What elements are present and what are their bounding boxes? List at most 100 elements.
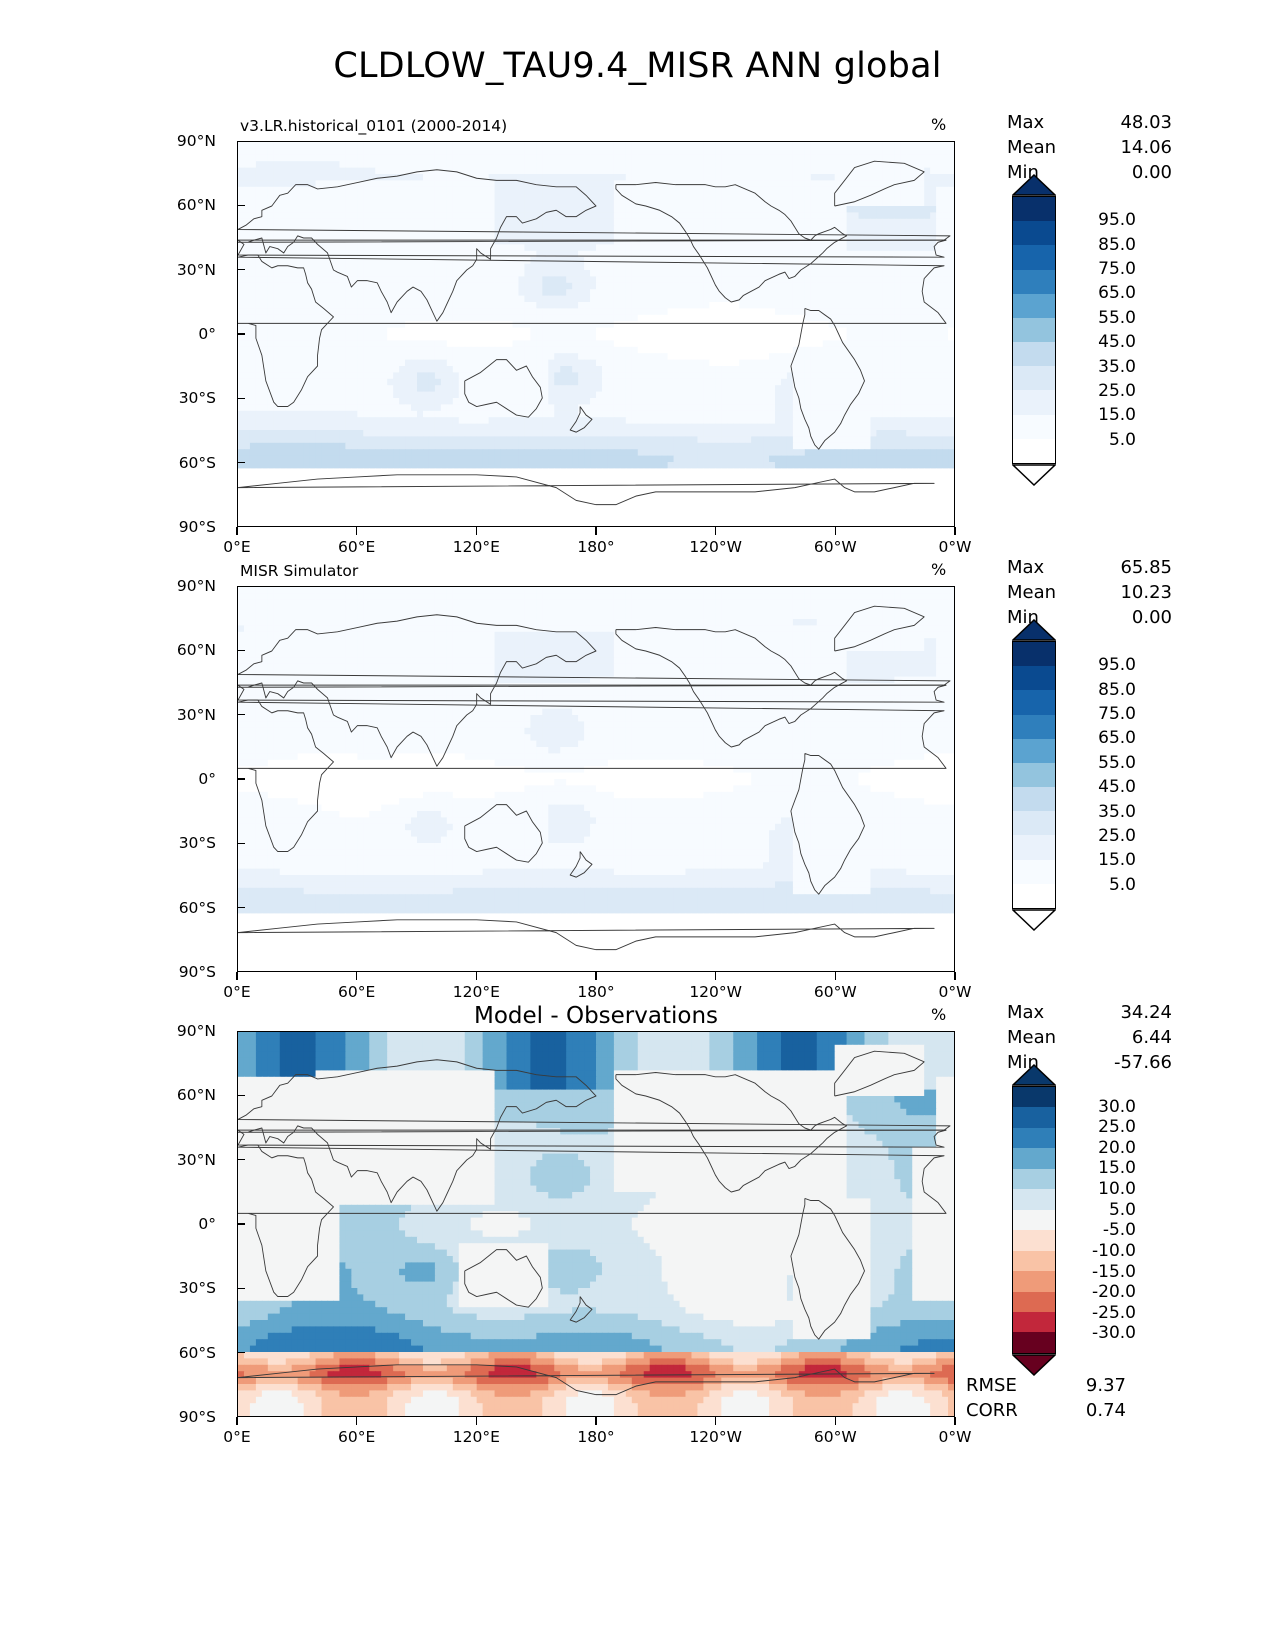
colorbar-segment (1013, 269, 1055, 294)
colorbar-segment (1013, 293, 1055, 318)
colorbar-segment (1013, 197, 1055, 222)
colorbar-tick-label: 85.0 (1064, 235, 1136, 255)
panel-3-units: % (931, 1005, 946, 1024)
y-tick-mark (237, 906, 245, 909)
x-tick-mark (714, 1417, 717, 1425)
y-tick-mark (237, 1223, 245, 1225)
map-panel-model (237, 141, 955, 527)
map-frame-3 (237, 1031, 955, 1417)
y-tick-mark (237, 649, 245, 652)
y-tick-mark (237, 461, 245, 464)
y-tick-mark (237, 397, 245, 400)
colorbar-tick-label: -20.0 (1064, 1282, 1136, 1302)
colorbar-tick-label: 55.0 (1064, 753, 1136, 773)
colorbar-max-arrow (1012, 1064, 1056, 1086)
panel-3-stats: Max 34.24 Mean 6.44 Min -57.66 (1007, 1000, 1172, 1075)
x-axis-tick-label: 180° (577, 983, 614, 1001)
colorbar-tick-label: 5.0 (1064, 430, 1136, 450)
colorbar-segment (1013, 1230, 1055, 1251)
y-axis-tick-label: 90°S (179, 963, 216, 981)
x-tick-mark (475, 527, 478, 535)
x-tick-mark (714, 527, 717, 535)
colorbar-min-arrow (1012, 909, 1056, 931)
colorbar-tick-label: 75.0 (1064, 704, 1136, 724)
colorbar-segment (1013, 1189, 1055, 1210)
colorbar-segment (1013, 738, 1055, 763)
y-tick-mark (237, 842, 245, 845)
colorbar-tick-label: 65.0 (1064, 283, 1136, 303)
stat-value: 14.06 (1120, 135, 1172, 160)
colorbar-tick-label: 95.0 (1064, 210, 1136, 230)
colorbar-tick-label: 10.0 (1064, 1179, 1136, 1199)
x-tick-mark (355, 527, 358, 535)
colorbar-segment (1013, 1250, 1055, 1272)
stat-value: 0.00 (1132, 160, 1172, 185)
y-axis-tick-label: 30°S (179, 834, 216, 852)
colorbar-segment (1013, 883, 1055, 908)
x-axis-tick-label: 0°E (223, 983, 250, 1001)
colorbar-tick-label: 25.0 (1064, 381, 1136, 401)
page-title: CLDLOW_TAU9.4_MISR ANN global (0, 46, 1275, 86)
map-frame-1 (237, 141, 955, 527)
colorbar-body (1012, 641, 1056, 909)
stat-label: Max (1007, 110, 1044, 135)
colorbar-tick-label: 45.0 (1064, 777, 1136, 797)
y-tick-mark (237, 333, 245, 335)
x-tick-mark (834, 1417, 837, 1425)
x-tick-mark (355, 1417, 358, 1425)
x-tick-mark (595, 1417, 597, 1425)
map-image-observations (238, 587, 954, 971)
y-axis-tick-label: 30°N (177, 706, 216, 724)
colorbar-segment (1013, 1271, 1055, 1292)
stat-label: Max (1007, 555, 1044, 580)
colorbar-tick-label: 20.0 (1064, 1138, 1136, 1158)
map-panel-observations (237, 586, 955, 972)
x-tick-mark (714, 972, 717, 980)
x-axis-tick-label: 60°W (814, 983, 857, 1001)
colorbar-body (1012, 1086, 1056, 1354)
colorbar-max-arrow (1012, 619, 1056, 641)
colorbar-segment (1013, 317, 1055, 343)
x-axis-tick-label: 120°E (453, 983, 500, 1001)
x-axis-tick-label: 0°W (939, 1428, 972, 1446)
stat-value: 48.03 (1120, 110, 1172, 135)
y-axis-tick-label: 60°N (177, 1086, 216, 1104)
x-tick-mark (236, 1417, 238, 1425)
y-tick-mark (237, 268, 245, 271)
x-tick-mark (954, 1417, 956, 1425)
y-tick-mark (237, 1158, 245, 1161)
y-axis-tick-label: 30°S (179, 389, 216, 407)
x-axis-tick-label: 60°W (814, 538, 857, 556)
y-axis-tick-label: 0° (198, 1215, 216, 1233)
stat-label: Mean (1007, 1025, 1056, 1050)
y-axis-tick-label: 30°S (179, 1279, 216, 1297)
x-tick-mark (954, 527, 956, 535)
stat-value: 34.24 (1120, 1000, 1172, 1025)
x-axis-tick-label: 60°E (338, 1428, 375, 1446)
colorbar-tick-label: 5.0 (1064, 1200, 1136, 1220)
colorbar-segment (1013, 1311, 1055, 1333)
y-axis-tick-label: 0° (198, 770, 216, 788)
colorbar-segment (1013, 414, 1055, 439)
x-tick-mark (595, 972, 597, 980)
map-frame-2 (237, 586, 955, 972)
colorbar-tick-label: -15.0 (1064, 1262, 1136, 1282)
x-axis-tick-label: 0°E (223, 538, 250, 556)
stat-value: 10.23 (1120, 580, 1172, 605)
y-axis-tick-label: 60°N (177, 641, 216, 659)
y-axis-tick-label: 0° (198, 325, 216, 343)
y-tick-mark (237, 713, 245, 716)
x-axis-tick-label: 120°W (689, 538, 742, 556)
y-axis-tick-label: 60°S (179, 899, 216, 917)
colorbar-tick-label: 45.0 (1064, 332, 1136, 352)
colorbar-tick-label: 35.0 (1064, 802, 1136, 822)
x-axis-tick-label: 60°E (338, 538, 375, 556)
y-tick-mark (237, 1094, 245, 1097)
colorbar-segment (1013, 1148, 1055, 1169)
colorbar-tick-label: 15.0 (1064, 405, 1136, 425)
y-axis-tick-label: 90°S (179, 518, 216, 536)
stat-label: Max (1007, 1000, 1044, 1025)
stat-label: Mean (1007, 580, 1056, 605)
colorbar-tick-label: 15.0 (1064, 850, 1136, 870)
